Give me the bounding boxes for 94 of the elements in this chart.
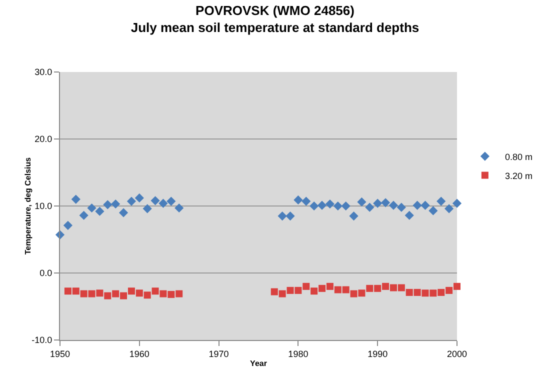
point xyxy=(87,203,96,213)
point xyxy=(398,284,405,292)
point xyxy=(71,194,80,204)
point xyxy=(430,290,437,297)
chart-title: POVROVSK (WMO 24856) xyxy=(196,3,354,18)
point xyxy=(96,290,104,297)
point xyxy=(310,288,318,295)
point xyxy=(341,201,350,211)
point xyxy=(422,290,429,297)
x-tick-label: 1990 xyxy=(368,348,388,359)
point xyxy=(286,212,295,221)
point xyxy=(310,201,319,211)
point xyxy=(350,290,358,298)
point xyxy=(286,286,294,294)
point xyxy=(325,199,335,209)
legend-label: 3.20 m xyxy=(504,170,532,181)
point xyxy=(388,200,398,210)
x-tick-label: 2000 xyxy=(446,348,468,359)
point xyxy=(357,197,366,207)
point xyxy=(174,203,184,213)
point xyxy=(412,200,422,210)
point xyxy=(126,196,136,206)
point xyxy=(349,212,358,221)
x-axis-title: Year xyxy=(250,358,267,368)
point xyxy=(134,193,144,203)
point xyxy=(373,198,382,208)
point xyxy=(318,284,326,292)
point xyxy=(80,290,88,298)
point xyxy=(142,204,152,214)
point xyxy=(444,204,454,214)
point xyxy=(428,206,438,216)
legend-label: 0.80 m xyxy=(504,152,532,162)
point xyxy=(294,195,303,205)
point xyxy=(136,290,143,297)
point xyxy=(294,286,302,294)
x-tick-label: 1960 xyxy=(129,348,150,359)
point xyxy=(278,212,287,221)
point xyxy=(64,288,72,295)
point xyxy=(317,200,327,210)
point xyxy=(144,292,151,299)
y-tick-label: -10.0 xyxy=(32,335,52,346)
point xyxy=(380,198,390,208)
point xyxy=(128,288,135,295)
point xyxy=(406,288,413,296)
point xyxy=(120,292,128,300)
point xyxy=(454,282,460,290)
y-tick-label: 0.0 xyxy=(40,268,52,278)
point xyxy=(111,199,120,209)
x-tick-label: 1980 xyxy=(288,348,308,359)
point xyxy=(366,284,374,292)
point xyxy=(404,210,414,220)
point xyxy=(278,290,286,298)
point xyxy=(358,290,366,297)
point xyxy=(79,210,88,220)
point xyxy=(88,290,96,298)
x-tick-label: 1950 xyxy=(50,348,70,359)
point xyxy=(168,290,175,298)
point xyxy=(438,288,445,296)
point xyxy=(333,201,342,211)
point xyxy=(72,288,80,295)
point xyxy=(452,198,462,208)
y-tick-label: 10.0 xyxy=(34,201,52,212)
point xyxy=(270,288,278,296)
point xyxy=(158,198,168,208)
y-axis-title: Temperature, deg Celsius xyxy=(24,156,33,255)
point xyxy=(166,196,176,206)
point xyxy=(446,286,453,294)
point xyxy=(63,220,72,230)
point xyxy=(342,286,350,294)
point xyxy=(302,196,311,206)
point xyxy=(152,288,159,295)
point xyxy=(365,202,374,212)
chart-subtitle: July mean soil temperature at standard depths xyxy=(130,20,420,36)
point xyxy=(118,208,128,218)
point xyxy=(382,282,390,290)
point xyxy=(150,196,160,206)
point xyxy=(334,286,342,294)
y-tick-label: 20.0 xyxy=(34,134,52,144)
y-tick-label: 30.0 xyxy=(34,67,52,78)
point xyxy=(326,282,334,290)
point xyxy=(436,196,446,206)
point xyxy=(396,202,406,212)
point xyxy=(112,290,120,298)
point xyxy=(104,292,112,300)
point xyxy=(414,288,421,296)
point xyxy=(103,200,112,210)
point xyxy=(374,284,382,292)
point xyxy=(95,206,104,216)
point xyxy=(302,282,310,290)
point xyxy=(176,290,183,298)
point xyxy=(420,200,430,210)
x-tick-label: 1970 xyxy=(208,348,229,359)
point xyxy=(390,284,397,292)
point xyxy=(160,290,167,298)
